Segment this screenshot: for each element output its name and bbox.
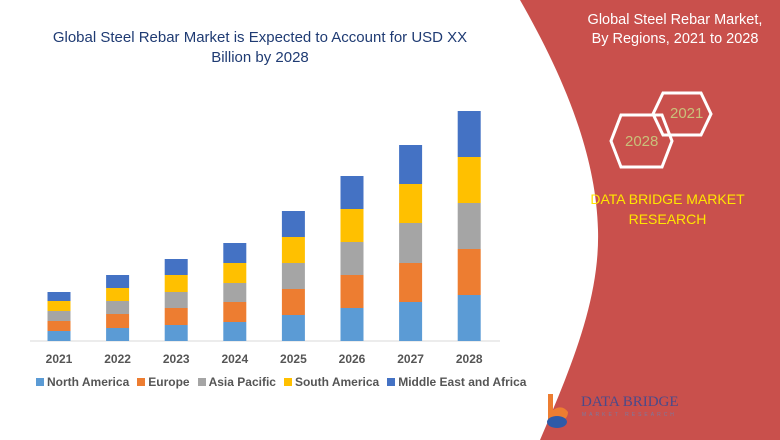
bar-segment-2026-0 [340, 308, 364, 341]
legend-item: Europe [137, 375, 190, 389]
legend-label: Middle East and Africa [398, 375, 527, 389]
bar-segment-2026-1 [340, 275, 364, 308]
bar-segment-2026-4 [340, 176, 364, 209]
bar-segment-2025-4 [281, 211, 305, 237]
x-tick-label: 2021 [46, 352, 73, 366]
bar-segment-2021-3 [47, 301, 71, 311]
bar-segment-2023-1 [164, 308, 188, 325]
bar-segment-2022-1 [106, 314, 130, 328]
legend-swatch [197, 378, 206, 386]
bar-segment-2027-2 [399, 223, 423, 263]
brand-text: DATA BRIDGE MARKET RESEARCH [585, 189, 750, 229]
bar-segment-2027-4 [399, 145, 423, 184]
x-tick-label: 2028 [456, 352, 483, 366]
bar-segment-2027-3 [399, 184, 423, 223]
bar-segment-2021-2 [47, 311, 71, 321]
logo-text: DATA BRIDGE [581, 394, 679, 410]
legend-item: Middle East and Africa [387, 375, 526, 389]
bar-segment-2026-3 [340, 209, 364, 242]
hex-2028 [609, 113, 674, 169]
bar-segment-2023-3 [164, 275, 188, 292]
bar-segment-2025-2 [281, 263, 305, 289]
bar-segment-2025-3 [281, 237, 305, 263]
bar-segment-2022-3 [106, 288, 130, 301]
legend-item: North America [36, 375, 129, 389]
bar-segment-2025-1 [281, 289, 305, 315]
bar-segment-2027-0 [399, 302, 423, 341]
x-tick-label: 2022 [104, 352, 131, 366]
bar-segment-2028-4 [457, 111, 481, 157]
bar-segment-2026-2 [340, 242, 364, 275]
bar-segment-2024-1 [223, 302, 247, 322]
x-tick-label: 2027 [397, 352, 424, 366]
hex-2028-label: 2028 [625, 133, 659, 150]
bar-segment-2024-3 [223, 263, 247, 283]
bar-segment-2022-2 [106, 301, 130, 314]
bar-segment-2021-0 [47, 331, 71, 341]
bar-segment-2021-1 [47, 321, 71, 331]
bar-segment-2023-0 [164, 325, 188, 341]
red-panel [520, 0, 780, 440]
bar-segment-2024-4 [223, 243, 247, 263]
legend-label: Europe [148, 375, 190, 389]
legend-label: Asia Pacific [208, 375, 276, 389]
bar-segment-2028-3 [457, 157, 481, 203]
bar-segment-2022-4 [106, 275, 130, 288]
panel-title-line1: Global Steel Rebar Market, [587, 12, 763, 28]
x-tick-label: 2026 [339, 352, 366, 366]
x-tick-label: 2023 [163, 352, 190, 366]
legend-item: South America [283, 375, 380, 389]
legend: North America Europe Asia Pacific South Ame… [36, 375, 526, 389]
brand-line1: DATA BRIDGE MARKET [590, 191, 745, 207]
panel-title: Global Steel Rebar Market, By Regions, 2… [575, 11, 775, 49]
legend-swatch [387, 378, 396, 386]
x-tick-label: 2024 [221, 352, 248, 366]
bar-segment-2024-2 [223, 283, 247, 302]
bar-segment-2022-0 [106, 328, 130, 341]
brand-line2: RESEARCH [628, 211, 707, 227]
bar-segment-2027-1 [399, 263, 423, 302]
logo-icon [547, 394, 568, 428]
bar-segment-2028-1 [457, 249, 481, 295]
bar-segment-2028-2 [457, 203, 481, 249]
stacked-bar-chart: 2021 2022 2023 2024 2025 2026 2027 2028 [30, 111, 500, 366]
panel-title-line2: By Regions, 2021 to 2028 [591, 31, 759, 47]
bar-segment-2023-2 [164, 292, 188, 308]
bar-segment-2025-0 [281, 315, 305, 341]
legend-swatch [36, 378, 44, 386]
bar-segment-2024-0 [223, 322, 247, 341]
hex-2021-label: 2021 [670, 105, 704, 122]
legend-swatch [137, 378, 146, 386]
legend-item: Asia Pacific [197, 375, 276, 389]
logo-subtext: MARKET RESEARCH [582, 412, 677, 418]
legend-label: North America [47, 375, 130, 389]
bar-segment-2021-4 [47, 292, 71, 301]
legend-swatch [283, 378, 292, 386]
x-tick-label: 2025 [280, 352, 307, 366]
chart-title: Global Steel Rebar Market is Expected to… [52, 29, 468, 66]
legend-label: South America [294, 375, 380, 389]
bar-segment-2028-0 [457, 295, 481, 341]
bar-segment-2023-4 [164, 259, 188, 275]
